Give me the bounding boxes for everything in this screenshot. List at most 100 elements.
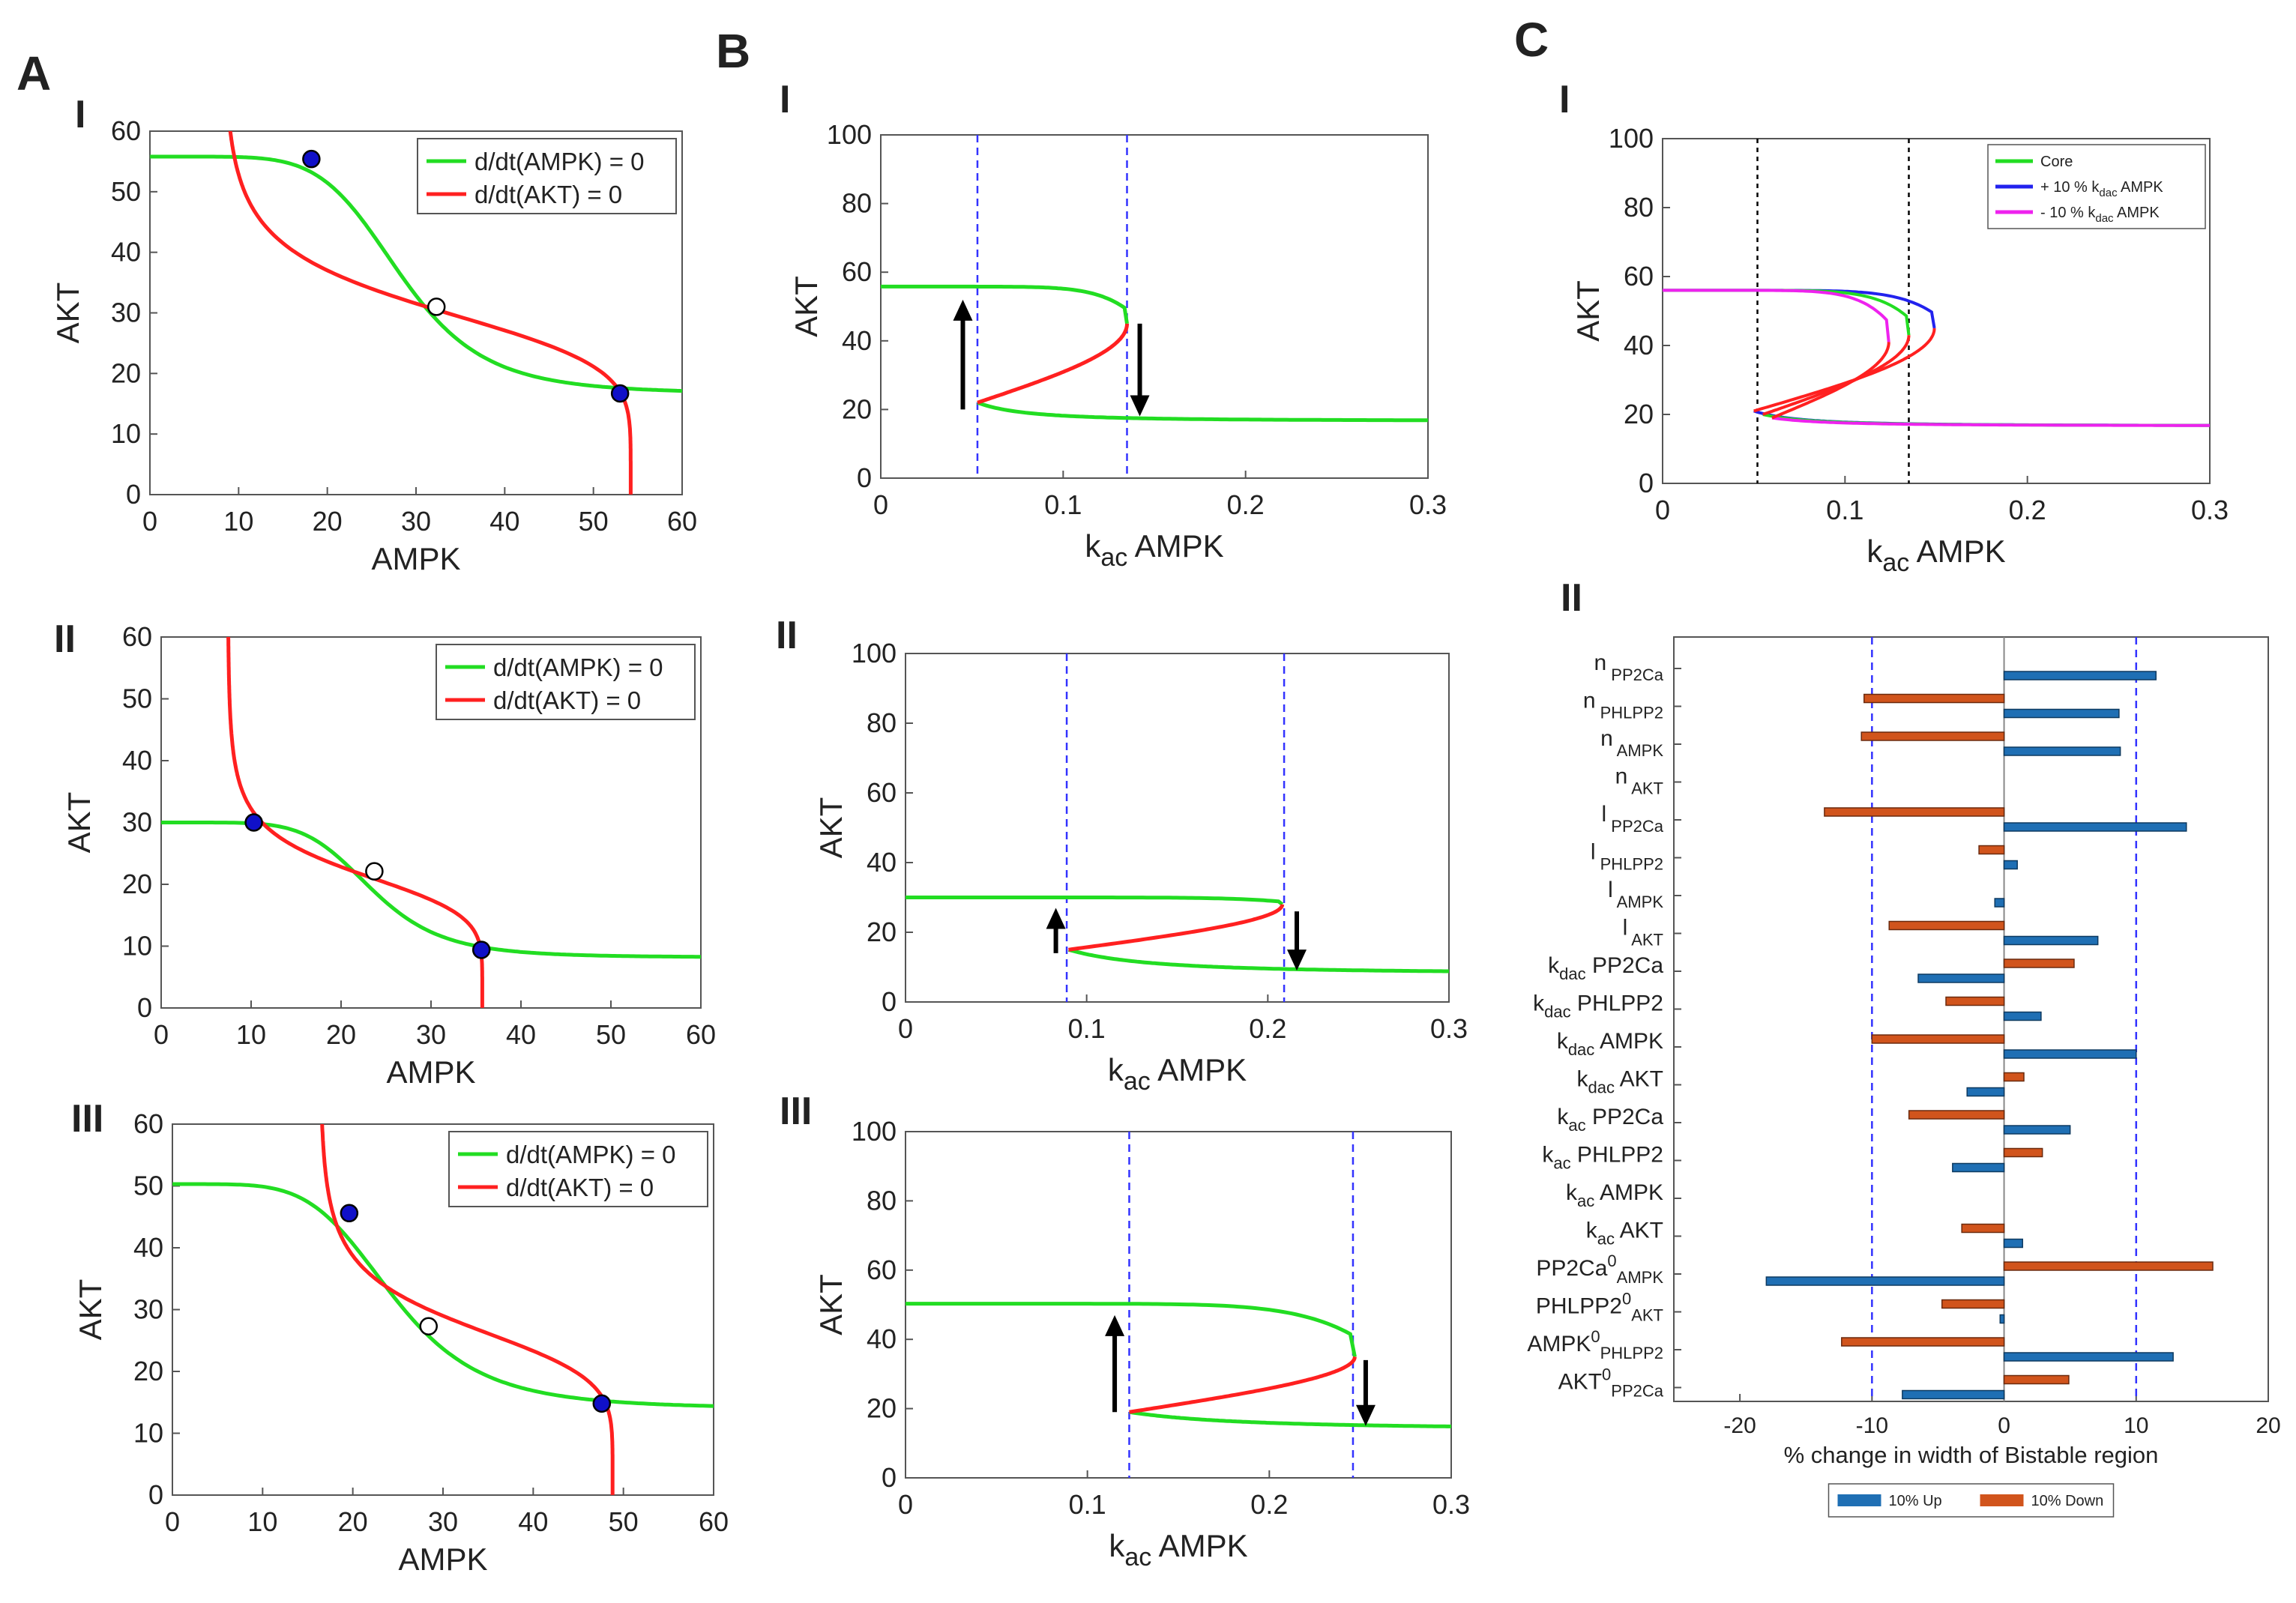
- x-tick-label: 60: [686, 1019, 716, 1050]
- y-tick-label: 0: [1639, 468, 1654, 498]
- category-label: PHLPP20AKT: [1536, 1290, 1663, 1325]
- category-label: n PHLPP2: [1583, 689, 1663, 722]
- y-tick-label: 80: [867, 1185, 897, 1216]
- y-tick-label: 40: [867, 847, 897, 878]
- y-tick-label: 20: [867, 917, 897, 947]
- x-tick-label: 40: [506, 1019, 536, 1050]
- y-tick-label: 20: [842, 393, 872, 424]
- stable-steady-state-point: [471, 941, 491, 959]
- x-tick-label: 0: [898, 1013, 913, 1044]
- y-tick-label: 100: [827, 119, 872, 150]
- y-axis-label: AKT: [813, 1274, 849, 1335]
- y-tick-label: 40: [842, 325, 872, 356]
- arrow-head: [1130, 395, 1150, 417]
- stable-steady-state-point: [340, 1204, 359, 1223]
- x-tick-label: 0.3: [1430, 1013, 1468, 1044]
- stable-steady-state-point: [592, 1394, 612, 1413]
- bar-10pct-up: [1917, 973, 2005, 983]
- y-tick-label: 20: [1624, 399, 1654, 429]
- unstable-branch: [977, 323, 1129, 405]
- y-tick-label: 10: [111, 418, 141, 449]
- legend-entry: d/dt(AMPK) = 0: [474, 148, 645, 175]
- x-tick-label: 10: [247, 1506, 277, 1537]
- y-tick-label: 40: [1624, 330, 1654, 360]
- akt-nullcline-line: [320, 1124, 615, 1495]
- legend-entry: 10% Up: [1889, 1493, 1942, 1509]
- series-unstable-branch: [1762, 335, 1911, 416]
- y-tick-label: 20: [111, 357, 141, 388]
- chart-b-ii: 0 0.1 0.2 0.3 0 20 40 60 80 100 II kac AMPK AKT: [776, 614, 1468, 1096]
- category-label: AMPK0PHLPP2: [1527, 1327, 1663, 1362]
- legend-entry: + 10 % kdac AMPK: [2040, 179, 2163, 199]
- legend-swatch: [1837, 1494, 1881, 1506]
- bar-10pct-up: [2003, 1352, 2174, 1362]
- x-tick-label: 60: [699, 1506, 729, 1537]
- bar-10pct-down: [1961, 1223, 2005, 1234]
- y-axis-label: AKT: [61, 792, 97, 854]
- panel-roman-numeral: I: [75, 93, 85, 136]
- bar-10pct-up: [2003, 708, 2120, 719]
- y-axis-label: AKT: [813, 797, 849, 859]
- x-tick-label: 30: [401, 506, 431, 537]
- y-tick-label: 20: [133, 1356, 163, 1386]
- arrow-head: [1046, 908, 1066, 929]
- unstable-branch: [1068, 904, 1285, 952]
- bar-10pct-down: [1945, 996, 2005, 1006]
- x-axis-label: kac AMPK: [1866, 534, 2005, 577]
- x-tick-label: 30: [428, 1506, 458, 1537]
- legend: d/dt(AMPK) = 0 d/dt(AKT) = 0: [417, 138, 677, 214]
- x-tick-label: 0: [165, 1506, 180, 1537]
- category-label: kdac AKT: [1576, 1067, 1663, 1097]
- stable-steady-state-point: [610, 384, 630, 403]
- y-tick-label: 40: [867, 1323, 897, 1354]
- upper-stable-branch: [906, 896, 1284, 906]
- category-label: n PP2Ca: [1594, 650, 1663, 684]
- upper-stable-branch: [881, 284, 1129, 324]
- x-axis-label: AMPK: [398, 1542, 487, 1577]
- bar-10pct-down: [2003, 959, 2075, 968]
- legend-box: [448, 1131, 708, 1207]
- y-tick-label: 0: [882, 986, 897, 1017]
- x-tick-label: 50: [579, 506, 609, 537]
- y-tick-label: 50: [122, 683, 152, 714]
- arrow-head: [1355, 1404, 1376, 1426]
- category-label: l AKT: [1623, 916, 1663, 950]
- y-tick-label: 30: [122, 807, 152, 838]
- series-upper-branch: [1663, 289, 1890, 342]
- category-label: kac PHLPP2: [1542, 1143, 1663, 1173]
- y-tick-label: 60: [1624, 261, 1654, 292]
- y-tick-label: 60: [867, 777, 897, 808]
- y-tick-label: 40: [133, 1232, 163, 1263]
- y-tick-label: 80: [1624, 192, 1654, 223]
- panel-letter-c: C: [1514, 13, 1549, 67]
- category-label: PP2Ca0AMPK: [1536, 1252, 1663, 1287]
- legend-entry: Core: [2040, 154, 2073, 170]
- y-tick-label: 50: [111, 176, 141, 207]
- y-tick-label: 30: [111, 298, 141, 328]
- category-label: l AMPK: [1608, 878, 1663, 911]
- category-label: AKT0PP2Ca: [1558, 1365, 1664, 1401]
- bar-10pct-up: [2003, 822, 2187, 832]
- x-tick-label: 0.3: [2191, 495, 2229, 525]
- legend-entry: d/dt(AMPK) = 0: [493, 653, 663, 681]
- y-tick-label: 80: [867, 707, 897, 738]
- panel-roman-numeral: III: [71, 1097, 103, 1141]
- category-label: n AMPK: [1600, 726, 1663, 760]
- x-tick-label: 0: [142, 506, 157, 537]
- category-label: kdac PHLPP2: [1533, 991, 1663, 1021]
- x-tick-label: -20: [1723, 1413, 1756, 1438]
- legend-box: [436, 644, 696, 720]
- unstable-steady-state-point: [365, 862, 384, 881]
- chart-a-ii: 0 10 20 30 40 50 60 0 10 20 30 40 50 60 II AMPK AKT d/dt(…: [54, 618, 716, 1090]
- x-tick-label: 0: [873, 489, 888, 520]
- x-axis-label: kac AMPK: [1108, 1052, 1247, 1096]
- y-tick-label: 100: [852, 1116, 897, 1147]
- stable-steady-state-point: [302, 149, 321, 169]
- x-tick-label: 40: [489, 506, 519, 537]
- x-tick-label: 10: [223, 506, 253, 537]
- y-axis-label: AKT: [1570, 280, 1606, 342]
- series-unstable-branch: [1753, 327, 1936, 413]
- chart-b-iii: 0 0.1 0.2 0.3 0 20 40 60 80 100 III kac AMPK AKT: [780, 1090, 1470, 1572]
- bar-10pct-down: [1824, 807, 2005, 817]
